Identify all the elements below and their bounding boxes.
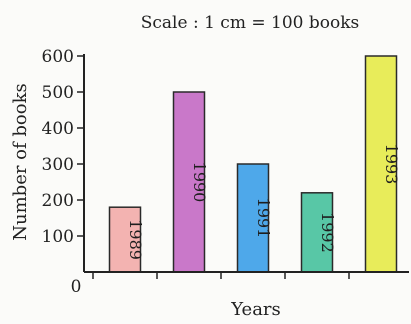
x-axis-title: Years bbox=[230, 299, 281, 320]
y-tick-label: 300 bbox=[42, 155, 74, 175]
bar-1989 bbox=[108, 206, 142, 273]
bar-1992 bbox=[300, 192, 334, 273]
y-ticks-group: 100 200 300 400 500 600 bbox=[42, 47, 84, 247]
origin-label: 0 bbox=[71, 277, 82, 297]
bar-label-1991: 1991 bbox=[254, 198, 273, 239]
bar-label-1993: 1993 bbox=[382, 144, 401, 185]
y-tick-label: 400 bbox=[42, 119, 74, 139]
x-ticks-group bbox=[92, 272, 350, 279]
chart-title: Scale : 1 cm = 100 books bbox=[141, 13, 359, 33]
bar-label-1990: 1990 bbox=[190, 162, 209, 203]
y-tick-label: 500 bbox=[42, 83, 74, 103]
y-tick-label: 600 bbox=[42, 47, 74, 67]
bar-1990 bbox=[172, 91, 206, 273]
y-axis-title: Number of books bbox=[10, 83, 31, 240]
bar-label-1992: 1992 bbox=[318, 212, 337, 253]
y-tick-label: 100 bbox=[42, 227, 74, 247]
bars-group: 1989 1990 1991 1992 1993 bbox=[108, 55, 401, 273]
y-tick-label: 200 bbox=[42, 191, 74, 211]
bar-label-1989: 1989 bbox=[126, 219, 145, 260]
